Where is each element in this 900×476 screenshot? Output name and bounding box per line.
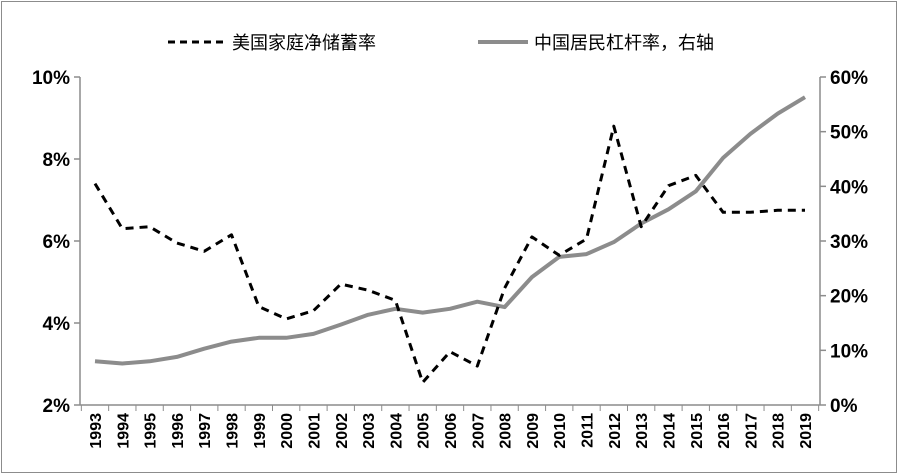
legend-label-china-leverage: 中国居民杠杆率，右轴 [534,33,714,54]
left-y-tick-label: 10% [32,68,70,89]
axes [79,77,821,406]
legend-label-us-savings: 美国家庭净储蓄率 [232,33,376,54]
x-tick-label: 1997 [197,413,214,449]
left-y-tick-label: 2% [43,396,71,417]
x-tick-label: 2016 [716,413,733,449]
x-tick-label: 2012 [607,413,624,449]
x-tick-label: 1998 [225,413,242,449]
right-y-axis: 0% 10% 20% 30% 40% 50% 60% [820,68,868,417]
x-tick-label: 2015 [689,413,706,449]
x-tick-label: 2000 [279,413,296,449]
x-tick-label: 1996 [170,413,187,449]
left-y-axis: 2% 4% 6% 8% 10% [32,68,80,417]
x-tick-label: 2003 [361,413,378,449]
x-tick-label: 2001 [306,413,323,449]
right-y-tick-label: 30% [830,232,868,253]
x-tick-label: 2009 [525,413,542,449]
left-y-tick-label: 6% [43,232,71,253]
right-y-tick-label: 10% [830,341,868,362]
series-line-us-savings [93,124,805,384]
x-tick-label: 2006 [443,413,460,449]
right-y-tick-label: 20% [830,287,868,308]
x-tick-label: 1999 [252,413,269,449]
series-line-china-leverage [94,95,807,366]
x-tick-label: 2005 [416,413,433,449]
x-tick-label: 1995 [143,413,160,449]
x-tick-label: 2008 [498,413,515,449]
x-tick-label: 2002 [334,413,351,449]
x-tick-label: 2010 [552,413,569,449]
legend: 美国家庭净储蓄率 中国居民杠杆率，右轴 [168,33,714,54]
x-tick-label: 2011 [580,413,597,448]
right-y-tick-label: 0% [830,396,858,417]
x-tick-label: 2019 [798,413,815,449]
x-tick-label: 2018 [771,413,788,449]
x-tick-label: 2017 [743,413,760,449]
right-y-tick-label: 40% [830,177,868,198]
left-y-tick-label: 8% [43,150,71,171]
x-tick-label: 2013 [634,413,651,449]
right-y-tick-label: 60% [830,68,868,89]
left-y-tick-label: 4% [43,314,71,335]
x-tick-label: 2014 [661,413,678,449]
series-layer [93,95,807,384]
x-tick-label: 2004 [388,413,405,449]
x-axis: 1993 1994 1995 1996 1997 1998 1999 2000 2001 2002… [80,405,820,449]
x-tick-label: 2007 [470,413,487,449]
right-y-tick-label: 50% [830,123,868,144]
x-tick-label: 1993 [88,413,105,449]
x-tick-label: 1994 [115,413,132,449]
